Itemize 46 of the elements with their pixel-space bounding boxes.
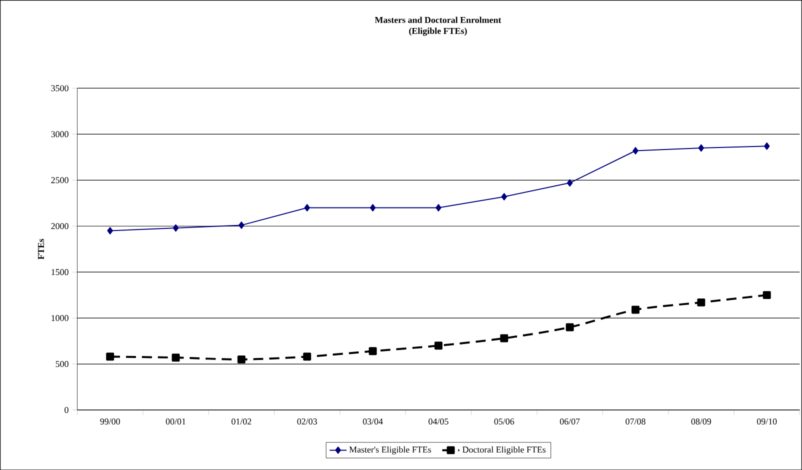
- x-tick-label: 07/08: [626, 418, 646, 424]
- y-tick-label: 2500: [51, 177, 68, 184]
- point: [172, 224, 179, 232]
- point: [303, 352, 312, 361]
- point: [370, 204, 376, 212]
- x-tick-label: 03/04: [362, 418, 383, 424]
- x-tick-label: 99/00: [100, 418, 120, 424]
- x-tick-label: 00/01: [166, 418, 186, 424]
- point: [566, 179, 573, 186]
- y-tick-label: 3000: [51, 131, 68, 138]
- y-tick-label: 0: [64, 406, 68, 413]
- point: [436, 204, 442, 212]
- point: [237, 355, 246, 364]
- y-tick-label: 500: [56, 360, 68, 367]
- point: [172, 353, 180, 362]
- point: [107, 226, 113, 234]
- x-tick-label: 05/06: [494, 418, 514, 424]
- point: [238, 221, 244, 229]
- x-tick-label: 01/02: [232, 418, 252, 424]
- point: [632, 306, 640, 314]
- point: [368, 347, 377, 356]
- point: [762, 290, 771, 299]
- x-tick-label: 02/03: [297, 418, 317, 424]
- legend-label: Doctoral Eligible FTEs: [462, 446, 546, 454]
- x-tick-label: 06/07: [560, 418, 580, 424]
- point: [434, 342, 442, 350]
- point: [106, 352, 114, 361]
- x-tick-label: 04/05: [428, 418, 448, 424]
- point: [501, 192, 508, 200]
- legend-label: Master's Eligible FTEs: [349, 446, 432, 454]
- chart-title: Masters and Doctoral Enrolment: [374, 16, 502, 23]
- y-tick-label: 2000: [51, 222, 68, 230]
- x-tick-label: 09/10: [757, 418, 777, 424]
- point: [566, 323, 574, 332]
- point: [304, 204, 310, 212]
- point: [500, 334, 508, 342]
- point: [764, 142, 770, 150]
- y-axis-title: FTEs: [38, 238, 44, 260]
- y-tick-label: 1500: [52, 268, 68, 276]
- y-tick-label: 3500: [51, 85, 68, 92]
- chart-subtitle: (Eligible FTEs): [409, 28, 467, 36]
- x-tick-label: 08/09: [691, 418, 712, 424]
- point: [697, 298, 706, 306]
- point: [698, 144, 704, 152]
- y-tick-label: 1000: [52, 314, 68, 321]
- point: [632, 146, 638, 154]
